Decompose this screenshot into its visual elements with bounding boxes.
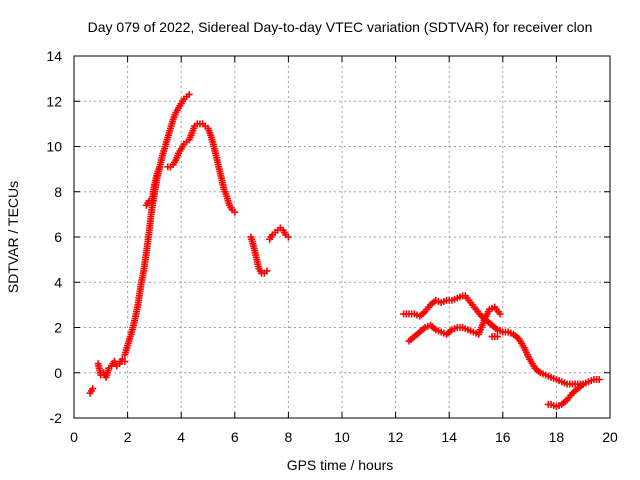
x-tick-label: 16 — [495, 429, 511, 445]
data-point — [185, 90, 193, 98]
data-point — [263, 267, 271, 275]
x-tick-label: 8 — [285, 429, 293, 445]
x-tick-label: 20 — [602, 429, 618, 445]
grid — [74, 56, 610, 418]
y-tick-label: 0 — [54, 365, 62, 381]
y-tick-label: 12 — [46, 93, 62, 109]
chart-title: Day 079 of 2022, Sidereal Day-to-day VTE… — [88, 19, 593, 35]
x-tick-label: 2 — [124, 429, 132, 445]
data-points — [86, 90, 603, 411]
x-tick-label: 10 — [334, 429, 350, 445]
x-axis-label: GPS time / hours — [287, 457, 394, 473]
y-tick-label: 6 — [54, 229, 62, 245]
data-point — [284, 233, 292, 241]
x-tick-label: 18 — [549, 429, 565, 445]
x-tick-label: 6 — [231, 429, 239, 445]
x-tick-label: 14 — [441, 429, 457, 445]
y-tick-label: -2 — [50, 410, 63, 426]
y-tick-label: 14 — [46, 48, 62, 64]
data-point — [493, 333, 501, 341]
y-tick-label: 2 — [54, 320, 62, 336]
x-tick-label: 4 — [177, 429, 185, 445]
axis-tick-labels: 0 2 4 6 8 10 12 14 16 18 20 -2 0 2 4 6 8 10 12 14 — [46, 48, 618, 445]
y-axis-label: SDTVAR / TECUs — [5, 181, 21, 293]
data-point — [121, 357, 129, 365]
data-point — [579, 380, 587, 388]
y-tick-label: 10 — [46, 139, 62, 155]
data-point — [156, 163, 164, 171]
axis-ticks — [73, 55, 611, 419]
data-point — [231, 208, 239, 216]
data-point — [595, 376, 603, 384]
x-tick-label: 12 — [388, 429, 404, 445]
y-tick-label: 4 — [54, 274, 62, 290]
x-tick-label: 0 — [70, 429, 78, 445]
data-point — [496, 310, 504, 318]
data-point — [89, 385, 97, 393]
y-tick-label: 8 — [54, 184, 62, 200]
